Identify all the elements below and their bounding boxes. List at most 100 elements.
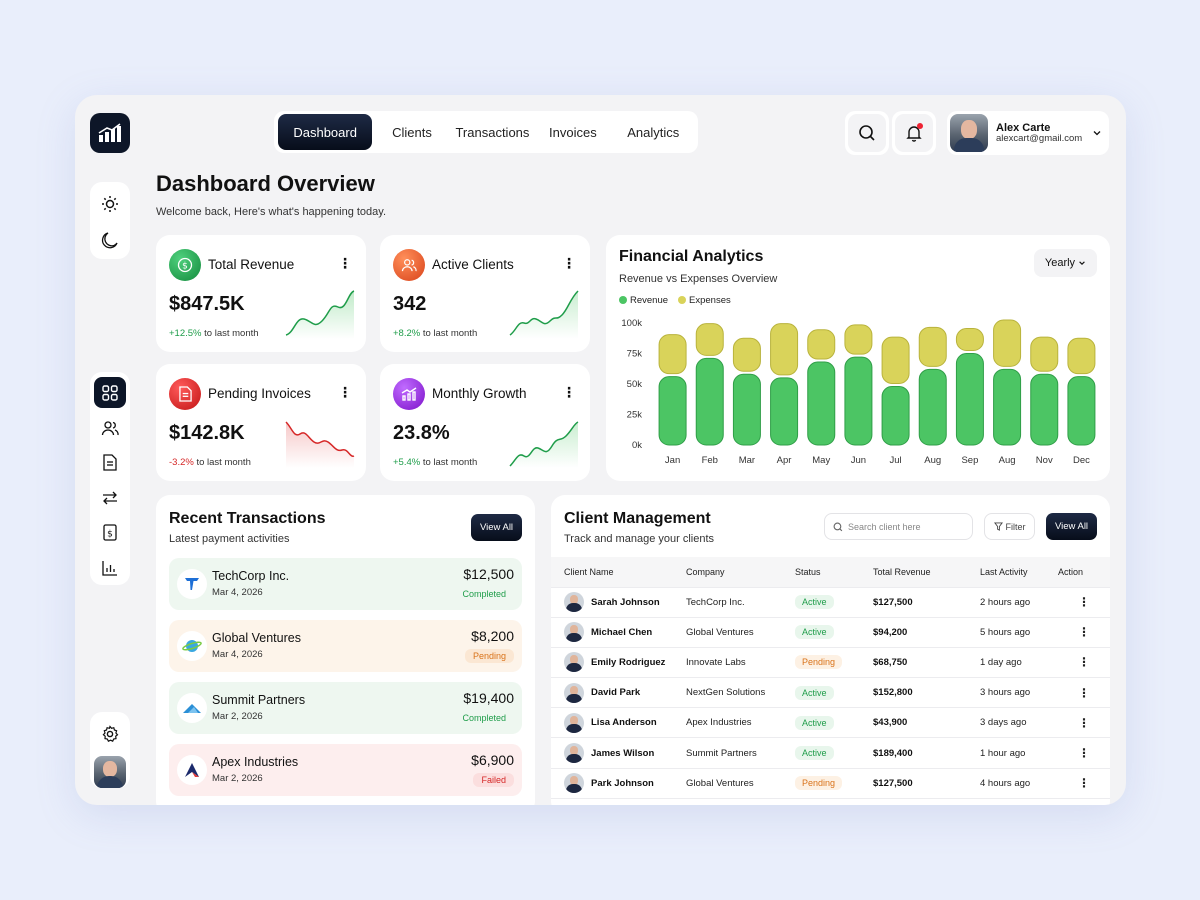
row-actions-button[interactable]: ⋮ xyxy=(1058,647,1110,679)
dark-mode-button[interactable] xyxy=(94,224,126,256)
status-badge: Completed xyxy=(462,713,506,723)
more-options-icon[interactable]: ⋮ xyxy=(338,255,352,271)
bar-expenses[interactable] xyxy=(770,323,799,376)
revenue-cell: $94,200 xyxy=(873,617,980,648)
user-menu[interactable]: Alex Carte alexcart@gmail.com xyxy=(947,111,1109,155)
nav-clients[interactable]: Clients xyxy=(392,124,432,140)
transaction-row[interactable]: Global Ventures Mar 4, 2026 $8,200 Pendi… xyxy=(169,620,522,672)
bar-revenue[interactable] xyxy=(658,376,687,446)
bar-expenses[interactable] xyxy=(658,334,687,375)
more-options-icon[interactable]: ⋮ xyxy=(562,384,576,400)
sidebar-avatar[interactable] xyxy=(94,756,126,788)
bar-revenue[interactable] xyxy=(807,361,836,446)
more-options-icon[interactable]: ⋮ xyxy=(338,384,352,400)
x-tick-label: Aug xyxy=(924,455,941,466)
nav-transactions[interactable]: Transactions xyxy=(455,124,530,140)
view-all-clients-button[interactable]: View All xyxy=(1046,513,1097,540)
table-row[interactable]: James Wilson Summit Partners Active $189,40… xyxy=(551,737,1110,769)
settings-button[interactable] xyxy=(94,718,126,750)
chevron-down-icon xyxy=(1093,131,1101,136)
client-name-cell: Emily Rodriguez xyxy=(551,647,686,679)
column-header[interactable]: Company xyxy=(686,557,795,588)
client-management-card: Client Management Track and manage your … xyxy=(551,495,1110,805)
table-row[interactable]: Sarah Johnson TechCorp Inc. Active $127,500… xyxy=(551,587,1110,618)
column-header[interactable]: Status xyxy=(795,557,873,588)
table-row[interactable]: Lisa Anderson Apex Industries Active $43,90… xyxy=(551,707,1110,739)
activity-cell: 3 hours ago xyxy=(980,677,1058,709)
row-actions-button[interactable]: ⋮ xyxy=(1058,677,1110,709)
user-name: Alex Carte xyxy=(996,121,1051,134)
table-row[interactable]: Park Johnson Global Ventures Pending $127,5… xyxy=(551,768,1110,799)
row-actions-button[interactable]: ⋮ xyxy=(1058,737,1110,769)
status-cell: Pending xyxy=(795,647,873,679)
bar-revenue[interactable] xyxy=(1030,373,1059,446)
sidebar-item-dashboard[interactable] xyxy=(94,377,126,408)
page-title: Dashboard Overview xyxy=(156,171,375,196)
more-options-icon[interactable]: ⋮ xyxy=(562,255,576,271)
company-cell: Global Ventures xyxy=(686,617,795,648)
bar-expenses[interactable] xyxy=(695,323,724,356)
transaction-name: Apex Industries xyxy=(212,755,299,769)
x-tick-label: Nov xyxy=(1036,455,1053,466)
row-actions-button[interactable]: ⋮ xyxy=(1058,768,1110,799)
status-badge: Active xyxy=(795,746,834,761)
client-name: Emily Rodriguez xyxy=(591,656,666,668)
column-header[interactable]: Total Revenue xyxy=(873,557,980,588)
bar-expenses[interactable] xyxy=(807,329,836,360)
bar-expenses[interactable] xyxy=(1067,337,1096,375)
sidebar-item-analytics[interactable] xyxy=(94,552,126,583)
stat-card-monthly-growth[interactable]: Monthly Growth ⋮ 23.8% +5.4% to last mon… xyxy=(380,364,590,481)
table-row[interactable]: Emily Rodriguez Innovate Labs Pending $68,7… xyxy=(551,647,1110,679)
bar-revenue[interactable] xyxy=(955,353,984,446)
bar-revenue[interactable] xyxy=(993,368,1022,446)
bar-revenue[interactable] xyxy=(770,377,799,446)
transaction-row[interactable]: Summit Partners Mar 2, 2026 $19,400 Comp… xyxy=(169,682,522,734)
bar-expenses[interactable] xyxy=(955,328,984,351)
table-row[interactable]: Michael Chen Global Ventures Active $94,200… xyxy=(551,617,1110,648)
search-icon xyxy=(859,125,875,141)
bar-expenses[interactable] xyxy=(918,326,947,367)
row-actions-button[interactable]: ⋮ xyxy=(1058,707,1110,739)
bar-expenses[interactable] xyxy=(1030,336,1059,372)
app-logo[interactable] xyxy=(90,113,130,153)
transaction-row[interactable]: TechCorp Inc. Mar 4, 2026 $12,500 Comple… xyxy=(169,558,522,610)
filter-button[interactable]: Filter xyxy=(984,513,1035,540)
light-mode-button[interactable] xyxy=(94,188,126,220)
search-input[interactable]: Search client here xyxy=(824,513,973,540)
sidebar-item-invoices[interactable] xyxy=(94,447,126,478)
stat-card-pending-invoices[interactable]: Pending Invoices ⋮ $142.8K -3.2% to last… xyxy=(156,364,366,481)
sidebar-item-transactions[interactable] xyxy=(94,482,126,513)
bar-expenses[interactable] xyxy=(732,337,761,372)
company-cell: Innovate Labs xyxy=(686,647,795,679)
transaction-row[interactable]: Apex Industries Mar 2, 2026 $6,900 Faile… xyxy=(169,744,522,796)
search-button[interactable] xyxy=(848,114,886,152)
bar-expenses[interactable] xyxy=(844,324,873,355)
avatar xyxy=(564,712,584,733)
stat-card-total-revenue[interactable]: $ Total Revenue ⋮ $847.5K +12.5% to last… xyxy=(156,235,366,352)
column-header[interactable]: Last Activity xyxy=(980,557,1058,588)
swap-icon xyxy=(103,491,117,504)
bar-revenue[interactable] xyxy=(844,356,873,446)
client-name-cell: Lisa Anderson xyxy=(551,707,686,739)
bar-revenue[interactable] xyxy=(732,373,761,446)
bar-expenses[interactable] xyxy=(993,319,1022,367)
table-row[interactable]: David Park NextGen Solutions Active $152,80… xyxy=(551,677,1110,709)
nav-invoices[interactable]: Invoices xyxy=(549,124,597,140)
bar-revenue[interactable] xyxy=(1067,376,1096,446)
bar-expenses[interactable] xyxy=(881,336,910,384)
sidebar-item-clients[interactable] xyxy=(94,412,126,443)
row-actions-button[interactable]: ⋮ xyxy=(1058,617,1110,648)
bar-revenue[interactable] xyxy=(918,368,947,446)
nav-analytics[interactable]: Analytics xyxy=(627,124,680,140)
company-cell: Global Ventures xyxy=(686,768,795,799)
stat-card-active-clients[interactable]: Active Clients ⋮ 342 +8.2% to last month xyxy=(380,235,590,352)
bar-revenue[interactable] xyxy=(695,357,724,446)
bar-revenue[interactable] xyxy=(881,385,910,446)
view-all-transactions-button[interactable]: View All xyxy=(471,514,522,541)
notification-button[interactable] xyxy=(895,114,933,152)
column-header[interactable]: Client Name xyxy=(551,557,686,588)
row-actions-button[interactable]: ⋮ xyxy=(1058,587,1110,618)
sidebar-item-billing[interactable]: $ xyxy=(94,517,126,548)
period-dropdown[interactable]: Yearly xyxy=(1034,249,1097,277)
nav-dashboard[interactable]: Dashboard xyxy=(278,114,373,150)
